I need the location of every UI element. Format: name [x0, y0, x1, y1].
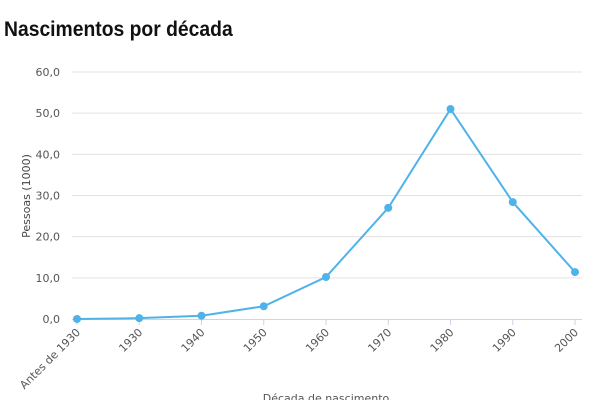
data-point: [322, 273, 330, 282]
data-point: [259, 302, 268, 311]
data-point: [446, 105, 455, 114]
x-tick-label: 1950: [241, 326, 270, 355]
x-tick-label: 1940: [179, 326, 208, 355]
x-tick-label: 1980: [428, 326, 457, 355]
data-point: [73, 315, 81, 323]
data-point: [135, 314, 144, 323]
chart-title: Nascimentos por década: [4, 18, 233, 41]
y-tick-label: 60,0: [36, 66, 61, 79]
x-axis-title: Década de nascimento: [263, 392, 390, 400]
x-tick-label: 2000: [552, 326, 581, 355]
x-tick-label: 1970: [365, 326, 394, 355]
data-point: [197, 311, 206, 320]
data-point: [571, 268, 579, 277]
y-tick-label: 20,0: [36, 231, 61, 244]
series-line: [76, 107, 576, 320]
x-tick-label: 1930: [116, 326, 145, 355]
y-tick-label: 40,0: [36, 148, 61, 161]
y-tick-label: 50,0: [36, 107, 61, 120]
y-tick-label: 30,0: [36, 190, 61, 203]
data-point: [508, 198, 517, 207]
x-tick-label: Antes de 1930: [17, 326, 83, 392]
y-tick-label: 10,0: [36, 272, 61, 285]
data-point: [384, 203, 393, 212]
y-tick-label: 0,0: [43, 313, 61, 326]
x-tick-label: 1990: [490, 326, 519, 355]
x-tick-label: 1960: [303, 326, 332, 355]
y-axis-title: Pessoas (1000): [20, 154, 33, 238]
